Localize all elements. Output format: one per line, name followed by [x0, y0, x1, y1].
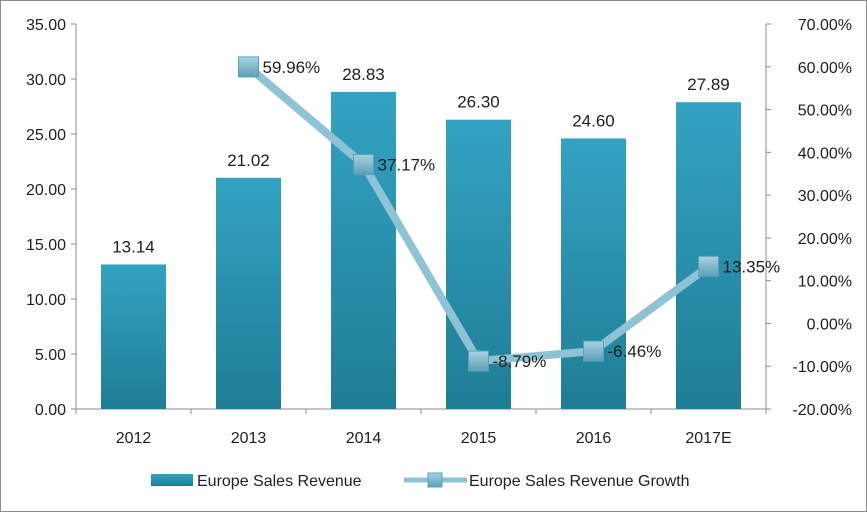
y-left-tick-label: 5.00 [35, 347, 66, 364]
y-right-tick-label: 50.00% [798, 103, 852, 120]
y-left-tick-label: 0.00 [35, 402, 66, 419]
growth-data-label: 37.17% [378, 155, 436, 174]
y-left-tick-label: 25.00 [26, 127, 66, 144]
bar-data-label: 28.83 [342, 65, 385, 84]
y-left-tick-label: 10.00 [26, 292, 66, 309]
y-right-tick-label: 60.00% [798, 60, 852, 77]
y-right-tick-label: 30.00% [798, 188, 852, 205]
bar [676, 102, 741, 410]
line-data-labels: 59.96% 37.17% -8.79% -6.46% 13.35% [263, 58, 781, 371]
growth-marker [583, 340, 604, 362]
bar-data-label: 21.02 [227, 151, 270, 170]
bar [101, 264, 166, 409]
x-tick-label: 2016 [576, 430, 612, 447]
y-left-tick-label: 15.00 [26, 237, 66, 254]
x-tick-label: 2012 [116, 430, 152, 447]
line-series [238, 56, 719, 372]
y-right-tick-label: -20.00% [792, 402, 852, 419]
y-right-tick-label: 40.00% [798, 145, 852, 162]
legend: Europe Sales Revenue Europe Sales Revenu… [151, 472, 690, 490]
y-right-tick-label: 10.00% [798, 274, 852, 291]
growth-marker [468, 350, 489, 372]
axes: 0.00 5.00 10.00 15.00 20.00 25.00 30.00 35.00 -2… [26, 17, 852, 447]
y-left-tick-label: 35.00 [26, 17, 66, 34]
legend-marker-swatch [427, 472, 443, 488]
legend-label-growth: Europe Sales Revenue Growth [469, 473, 690, 490]
y-right-tick-label: 20.00% [798, 231, 852, 248]
bar-series [101, 91, 741, 410]
bar-data-labels: 13.14 21.02 28.83 26.30 24.60 27.89 [112, 65, 730, 257]
y-right-tick-label: 0.00% [807, 316, 852, 333]
x-tick-label: 2014 [346, 430, 382, 447]
bar [216, 177, 281, 409]
bar [331, 91, 396, 410]
x-tick-label: 2017E [685, 430, 731, 447]
x-tick-label: 2015 [461, 430, 497, 447]
growth-data-label: 13.35% [723, 257, 781, 276]
growth-data-label: -6.46% [608, 342, 662, 361]
bar [561, 138, 626, 409]
legend-label-revenue: Europe Sales Revenue [197, 473, 362, 490]
bar-data-label: 13.14 [112, 237, 155, 256]
bar-data-label: 27.89 [687, 75, 730, 94]
growth-marker [353, 153, 374, 175]
y-right-tick-label: -10.00% [792, 359, 852, 376]
bar-data-label: 24.60 [572, 111, 615, 130]
growth-data-label: -8.79% [493, 352, 547, 371]
y-right-tick-label: 70.00% [798, 17, 852, 34]
x-tick-label: 2013 [231, 430, 267, 447]
growth-marker [698, 255, 719, 277]
growth-marker [238, 56, 259, 78]
growth-data-label: 59.96% [263, 58, 321, 77]
bar-data-label: 26.30 [457, 93, 500, 112]
legend-bar-swatch [151, 474, 193, 486]
y-left-tick-label: 30.00 [26, 72, 66, 89]
y-left-tick-label: 20.00 [26, 182, 66, 199]
